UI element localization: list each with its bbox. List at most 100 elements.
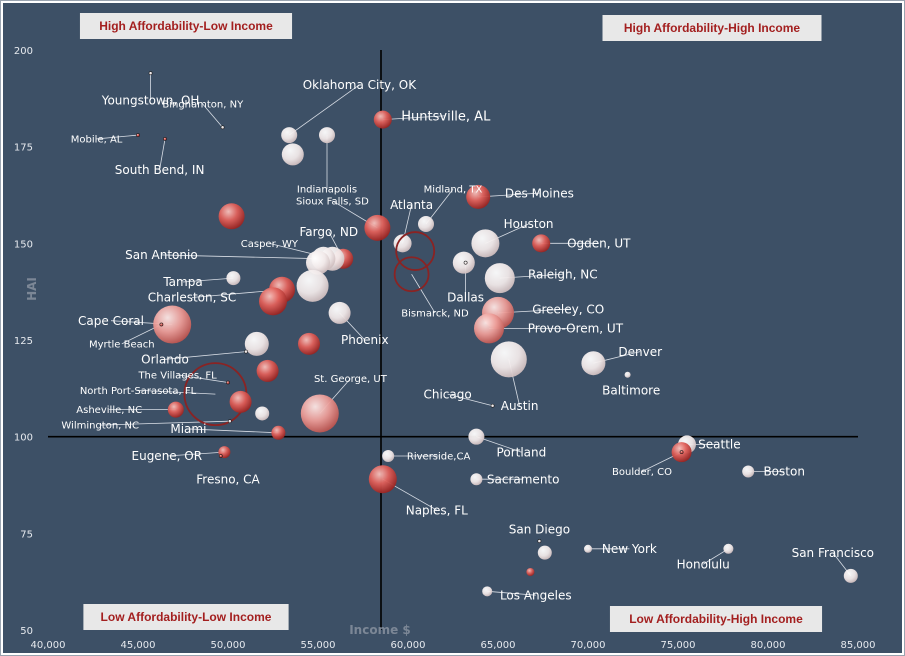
bubble (470, 473, 483, 486)
city-label: Baltimore (602, 383, 660, 397)
quadrant-labels: High Affordability-Low Income High Afford… (79, 13, 823, 632)
city-label: Provo-Orem, UT (528, 322, 624, 336)
city-label: North Port-Sarasota, FL (80, 386, 197, 397)
city-label: San Francisco (792, 546, 874, 560)
bubble (468, 428, 485, 445)
bubble (723, 543, 734, 554)
city-label: Charleston, SC (148, 291, 237, 305)
bubble (368, 465, 397, 494)
city-label: Raleigh, NC (528, 267, 598, 281)
leader-line (188, 428, 279, 434)
bubble (328, 301, 351, 324)
bubble (255, 406, 270, 421)
bubble (300, 394, 339, 433)
leader-line (166, 451, 225, 457)
city-label: Austin (501, 399, 539, 413)
x-tick-label: 85,000 (841, 640, 876, 651)
city-label: Indianapolis (297, 185, 357, 196)
bubble (581, 351, 606, 376)
quadrant-label-box (602, 15, 822, 41)
city-label: Myrtle Beach (89, 339, 155, 350)
city-label: Boston (763, 465, 804, 479)
bubble (382, 450, 395, 462)
city-label: South Bend, IN (115, 163, 205, 177)
leader-line (96, 134, 139, 140)
bubble (218, 454, 223, 458)
city-label: New York (602, 542, 657, 556)
bubble (220, 125, 225, 130)
leader-line (161, 254, 324, 260)
bubble (532, 234, 551, 253)
bubble (537, 539, 542, 543)
bubble (153, 305, 192, 344)
bubble (584, 544, 592, 553)
city-label: Denver (618, 345, 662, 359)
leader-line (177, 374, 229, 383)
bubble (244, 331, 269, 356)
city-label: Dallas (447, 291, 484, 305)
x-tick-label: 40,000 (31, 640, 66, 651)
quadrant-label: Low Affordability-Low Income (101, 610, 272, 624)
bubble (526, 568, 535, 576)
city-label: Naples, FL (406, 503, 468, 517)
city-label: Riverside,CA (407, 452, 471, 463)
bubble (271, 425, 286, 440)
city-label: Huntsville, AL (401, 109, 491, 124)
y-tick-label: 200 (14, 46, 33, 57)
quadrant-label: Low Affordability-High Income (629, 612, 803, 626)
leader-line (137, 389, 216, 395)
city-label: St. George, UT (314, 374, 388, 385)
plot-background (3, 3, 902, 653)
city-label: Sioux Falls, SD (296, 196, 369, 207)
bubble (306, 250, 330, 275)
city-label: Phoenix (341, 333, 389, 347)
crosshair-lines (48, 50, 858, 630)
city-label: Seattle (698, 438, 740, 452)
bubble (463, 260, 468, 265)
y-tick-label: 175 (14, 143, 33, 154)
bubble (163, 137, 167, 141)
city-label: San Diego (509, 523, 570, 537)
city-label: Asheville, NC (76, 405, 142, 416)
quadrant-label: High Affordability-Low Income (99, 19, 273, 33)
bubble (256, 359, 279, 382)
city-label: The Villages, FL (137, 370, 217, 381)
y-tick-label: 100 (14, 433, 33, 444)
city-label: Youngstown, OH (101, 93, 200, 107)
city-label: Tampa (162, 275, 202, 289)
city-label: Wilmington, NC (61, 421, 139, 432)
city-label: Des Moines (505, 186, 574, 200)
bubble (484, 263, 515, 294)
bubble (624, 371, 631, 378)
city-label: Honolulu (677, 557, 730, 571)
bubble (298, 332, 320, 355)
city-label: Los Angeles (500, 588, 572, 602)
bubble (490, 341, 527, 378)
city-label: Houston (504, 217, 554, 231)
x-axis-title: Income $ (349, 623, 411, 637)
bubble (393, 256, 430, 293)
city-label: San Antonio (125, 248, 198, 262)
bubble (679, 450, 684, 455)
bubble (466, 184, 491, 209)
quadrant-label-box (609, 606, 823, 632)
leader-line (100, 420, 230, 426)
leader-line (447, 393, 493, 407)
quadrant-label-box (83, 604, 289, 630)
bubble (159, 322, 164, 327)
bubble (393, 234, 412, 253)
y-tick-label: 150 (14, 239, 33, 250)
quadrant-label: High Affordability-High Income (624, 21, 801, 35)
leader-line (487, 590, 536, 596)
leader-line (382, 115, 446, 120)
bubble (259, 287, 287, 316)
city-label: Cape Coral (78, 314, 144, 328)
bubble (229, 390, 252, 413)
leader-line (288, 84, 360, 136)
bubble (226, 271, 241, 286)
bubble (281, 127, 298, 144)
x-tick-label: 80,000 (751, 640, 786, 651)
city-label: Binghamton, NY (162, 100, 244, 111)
city-label: Casper, WY (241, 239, 299, 250)
